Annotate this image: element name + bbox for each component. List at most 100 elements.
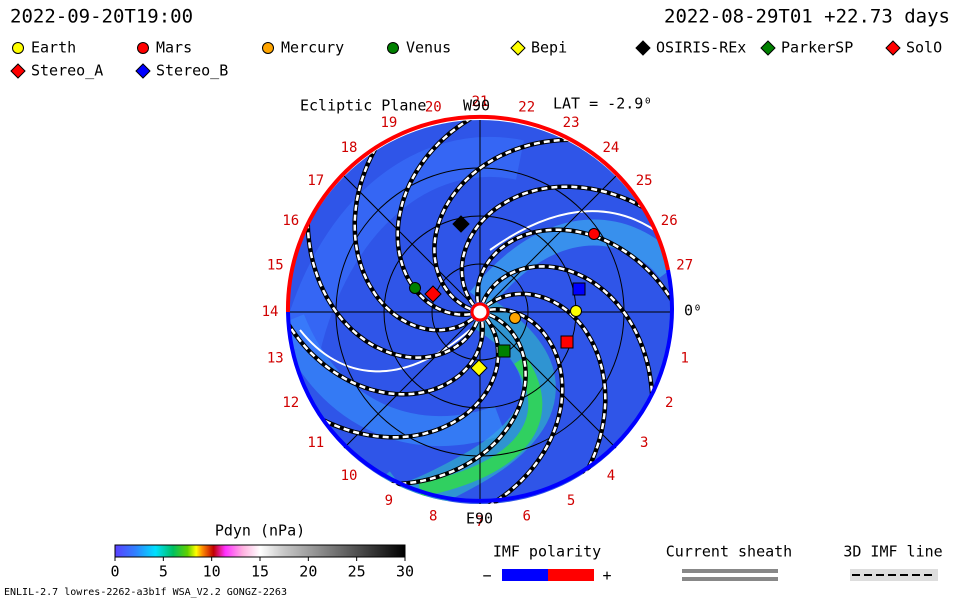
legend-marker [635, 40, 651, 56]
imf-line [486, 292, 607, 504]
legend-marker [137, 42, 149, 54]
longitude-label: 25 [636, 173, 653, 189]
polarity-arc-negative [286, 269, 674, 503]
colorbar-title: Pdyn (nPa) [215, 522, 305, 540]
longitude-label: 24 [603, 140, 620, 156]
plot-title: Ecliptic Plane [300, 97, 426, 115]
imf-line [476, 228, 672, 335]
longitude-label: 18 [341, 140, 358, 156]
longitude-label: 3 [640, 435, 648, 451]
legend-label: OSIRIS-REx [656, 39, 746, 57]
longitude-label: 13 [267, 351, 284, 367]
imf-line [433, 138, 604, 311]
sun [470, 302, 490, 322]
longitude-label: 11 [307, 435, 324, 451]
parker-sp [497, 344, 511, 358]
colorbar-tick-label: 15 [251, 563, 269, 581]
imf-positive [548, 569, 594, 581]
bottom-label: E90 [466, 510, 493, 528]
colorbar-tick-label: 10 [203, 563, 221, 581]
stream-band [288, 136, 524, 355]
imf-plus: + [602, 567, 611, 585]
stream-core [418, 356, 543, 497]
stereo-a [560, 335, 574, 349]
legend-label: Mercury [281, 39, 344, 57]
legend-label: Venus [406, 39, 451, 57]
venus [409, 282, 421, 294]
legend: Earth Mars Mercury Venus Bepi OSIRIS-REx Parke… [10, 39, 942, 80]
colorbar-tick-label: 30 [396, 563, 414, 581]
legend-marker [885, 40, 901, 56]
legend-marker [135, 63, 151, 79]
colorbar-gradient [114, 544, 406, 558]
run-time: 2022-09-20T19:00 [10, 6, 193, 28]
legend-marker [760, 40, 776, 56]
imf-line [460, 185, 672, 306]
longitude-label: 8 [429, 509, 437, 525]
imf-line [356, 313, 527, 486]
legend-label: ParkerSP [781, 39, 853, 57]
longitude-label: 6 [523, 509, 531, 525]
right-label: 0⁰ [684, 302, 702, 320]
latitude: LAT = -2.9⁰ [553, 95, 652, 113]
polarity-arc-positive [285, 114, 670, 313]
longitude-label: 2 [665, 395, 673, 411]
longitude-label: 26 [661, 213, 678, 229]
legend-marker [262, 42, 274, 54]
longitude-label: 22 [518, 99, 535, 115]
legend-marker [12, 42, 24, 54]
bodies [409, 215, 600, 377]
bepi [470, 359, 488, 377]
longitude-label: 16 [282, 213, 299, 229]
legend-label: SolO [906, 39, 942, 57]
colorbar-tick-label: 5 [159, 563, 168, 581]
imf-line [396, 120, 503, 316]
imf-lines [288, 120, 672, 504]
imf-line-title: 3D IMF line [843, 543, 942, 561]
longitude-label: 23 [563, 115, 580, 131]
sheath-swatch [682, 577, 778, 581]
imf-line [288, 289, 484, 396]
earth [570, 305, 582, 317]
legend-label: Stereo_B [156, 62, 228, 80]
legend-label: Bepi [531, 39, 567, 57]
longitude-label: 19 [380, 115, 397, 131]
mercury [509, 312, 521, 324]
longitude-label: 7 [476, 514, 484, 530]
longitude-label: 5 [567, 493, 575, 509]
imf-minus: − [482, 567, 491, 585]
imf-line [306, 188, 479, 359]
legend-marker [510, 40, 526, 56]
longitude-label: 21 [472, 94, 489, 110]
longitude-label: 1 [681, 351, 689, 367]
sheath-line [489, 210, 669, 251]
legend-label: Mars [156, 39, 192, 57]
longitude-label: 15 [267, 257, 284, 273]
imf-line [457, 308, 564, 504]
longitude-label: 27 [676, 257, 693, 273]
footer: ENLIL-2.7 lowres-2262-a3b1f WSA_V2.2 GON… [4, 587, 287, 598]
osiris-rex [452, 215, 470, 233]
imf-negative [502, 569, 548, 581]
model-time: 2022-08-29T01 +22.73 days [664, 6, 950, 28]
longitude-label: 14 [262, 304, 279, 320]
imf-title: IMF polarity [493, 543, 601, 561]
solo [424, 285, 442, 303]
colorbar-tick-label: 20 [299, 563, 317, 581]
top-label: W90 [463, 97, 490, 115]
legend-marker [10, 63, 26, 79]
colorbar-tick-label: 25 [348, 563, 366, 581]
stereo-b [572, 282, 586, 296]
imf-line [353, 120, 474, 332]
colorbar-tick-label: 0 [110, 563, 119, 581]
longitude-label: 9 [385, 493, 393, 509]
longitude-label: 12 [282, 395, 299, 411]
longitude-label: 17 [307, 173, 324, 189]
stream-band [288, 314, 506, 447]
sheath-swatch [682, 569, 778, 573]
legend-label: Stereo_A [31, 62, 103, 80]
longitude-label: 20 [425, 99, 442, 115]
